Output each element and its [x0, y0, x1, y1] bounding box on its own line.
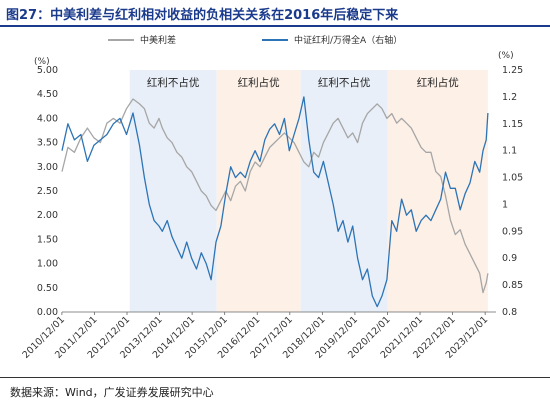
- left-tick-label: 3.50: [37, 138, 58, 149]
- legend-label-2: 中证红利/万得全A（右轴）: [294, 34, 402, 46]
- left-tick-label: 0.00: [37, 307, 58, 318]
- page-title: 图27：中美利差与红利相对收益的负相关关系在2016年后稳定下来: [6, 8, 399, 23]
- left-tick-label: 3.00: [37, 162, 58, 173]
- period-label-1: 红利不占优: [147, 76, 200, 89]
- shaded-period-2: [216, 70, 301, 312]
- band-labels: 红利不占优 红利占优 红利不占优 红利占优: [147, 76, 459, 89]
- right-tick-label: 1: [502, 199, 508, 210]
- left-tick-label: 5.00: [37, 65, 58, 76]
- bands-layer: [129, 70, 488, 312]
- left-tick-label: 0.50: [37, 283, 58, 294]
- right-tick-label: 0.8: [502, 307, 517, 318]
- shaded-period-4: [387, 70, 488, 312]
- right-axis-unit: (%): [498, 51, 514, 61]
- title-bar: 图27：中美利差与红利相对收益的负相关关系在2016年后稳定下来: [0, 0, 550, 27]
- chart: 红利不占优 红利占优 红利不占优 红利占优 0.00 0.50 1.00 1.50 2.00 2…: [21, 34, 524, 361]
- left-tick-label: 4.00: [37, 113, 58, 124]
- right-tick-label: 0.85: [502, 280, 523, 291]
- left-tick-label: 2.50: [37, 186, 58, 197]
- left-tick-label: 2.00: [37, 210, 58, 221]
- left-tick-label: 1.00: [37, 259, 58, 270]
- left-axis-unit: (%): [34, 57, 50, 67]
- period-label-4: 红利占优: [417, 76, 459, 89]
- right-tick-label: 0.95: [502, 226, 523, 237]
- right-tick-label: 0.9: [502, 253, 517, 264]
- right-tick-label: 1.05: [502, 173, 523, 184]
- source-note: 数据来源：Wind，广发证券发展研究中心: [10, 386, 214, 399]
- left-tick-label: 4.50: [37, 89, 58, 100]
- legend: 中美利差 中证红利/万得全A（右轴）: [108, 34, 402, 46]
- right-tick-label: 1.1: [502, 146, 517, 157]
- title-divider: [0, 25, 550, 27]
- legend-label-1: 中美利差: [140, 34, 176, 46]
- right-tick-label: 1.25: [502, 65, 523, 76]
- shaded-period-3: [300, 70, 388, 312]
- period-label-3: 红利不占优: [318, 76, 371, 89]
- left-tick-label: 1.50: [37, 234, 58, 245]
- right-tick-label: 1.15: [502, 119, 523, 130]
- right-tick-label: 1.2: [502, 92, 517, 103]
- series-line-2: [61, 96, 489, 308]
- footer-divider: [0, 377, 550, 378]
- period-label-2: 红利占优: [238, 76, 280, 89]
- series-layer: [61, 96, 489, 308]
